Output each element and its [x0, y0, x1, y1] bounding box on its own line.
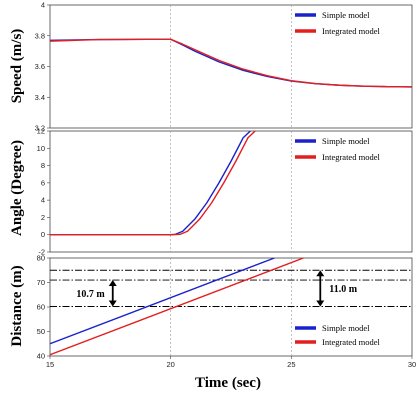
distance-series-group — [50, 258, 304, 356]
distance-annotation-arrowhead — [108, 280, 117, 287]
distance-y-tick-label: 40 — [37, 352, 45, 361]
speed-legend-label: Integrated model — [322, 26, 380, 36]
distance-annotation-label: 10.7 m — [76, 289, 105, 300]
speed-legend-label: Simple model — [322, 10, 370, 20]
speed-panel: 3.2 3.4 3.6 3.8 4 Simple model Integrated mode… — [35, 1, 413, 133]
distance-annotation-arrowhead — [316, 270, 325, 277]
distance-y-axis-label: Distance (m) — [9, 265, 25, 346]
distance-y-tick-label: 80 — [37, 254, 45, 263]
distance-legend-label: Integrated model — [322, 337, 380, 347]
angle-y-tick-label: 8 — [41, 161, 45, 170]
distance-x-tick-label: 25 — [287, 360, 295, 369]
distance-annotation-label: 11.0 m — [329, 284, 357, 295]
angle-y-tick-label: -2 — [38, 248, 45, 257]
angle-panel: -2 0 2 4 6 8 10 12 Simple model Integrated model — [37, 127, 413, 257]
distance-y-tick-label: 70 — [37, 278, 45, 287]
speed-y-tick-label: 3.8 — [35, 31, 45, 40]
angle-y-tick-label: 10 — [37, 144, 45, 153]
speed-y-tick-label: 3.2 — [35, 124, 45, 133]
angle-y-tick-label: 12 — [37, 127, 45, 136]
distance-x-tick-label: 30 — [408, 360, 416, 369]
speed-y-tick-label: 4 — [41, 1, 45, 10]
distance-panel: 40 50 60 70 80 15 20 25 30 10.7 m 11.0 m Simple mod… — [37, 254, 417, 370]
distance-y-tick-label: 50 — [37, 327, 45, 336]
angle-legend-label: Simple model — [322, 136, 370, 146]
angle-y-tick-label: 2 — [41, 213, 45, 222]
speed-series-group — [50, 38, 412, 88]
distance-x-tick-label: 15 — [46, 360, 54, 369]
distance-legend-label: Simple model — [322, 323, 370, 333]
angle-y-tick-label: 4 — [41, 196, 45, 205]
distance-y-tick-label: 60 — [37, 303, 45, 312]
distance-series-line — [50, 258, 275, 345]
distance-series-line — [50, 258, 304, 356]
angle-series-line — [50, 131, 256, 236]
angle-legend-label: Integrated model — [322, 152, 380, 162]
speed-y-tick-label: 3.6 — [35, 62, 45, 71]
angle-y-tick-label: 6 — [41, 178, 45, 187]
speed-y-axis-label: Speed (m/s) — [9, 29, 25, 104]
angle-y-axis-label: Angle (Degree) — [9, 140, 25, 236]
distance-annotation-arrowhead — [108, 300, 117, 307]
distance-x-tick-label: 20 — [166, 360, 174, 369]
angle-plot-frame — [49, 130, 413, 253]
angle-series-group — [50, 131, 256, 236]
angle-y-tick-label: 0 — [41, 230, 45, 239]
speed-series-line — [50, 38, 412, 88]
distance-annotation-arrowhead — [316, 300, 325, 307]
x-axis-label: Time (sec) — [195, 375, 261, 391]
speed-y-tick-label: 3.4 — [35, 93, 45, 102]
